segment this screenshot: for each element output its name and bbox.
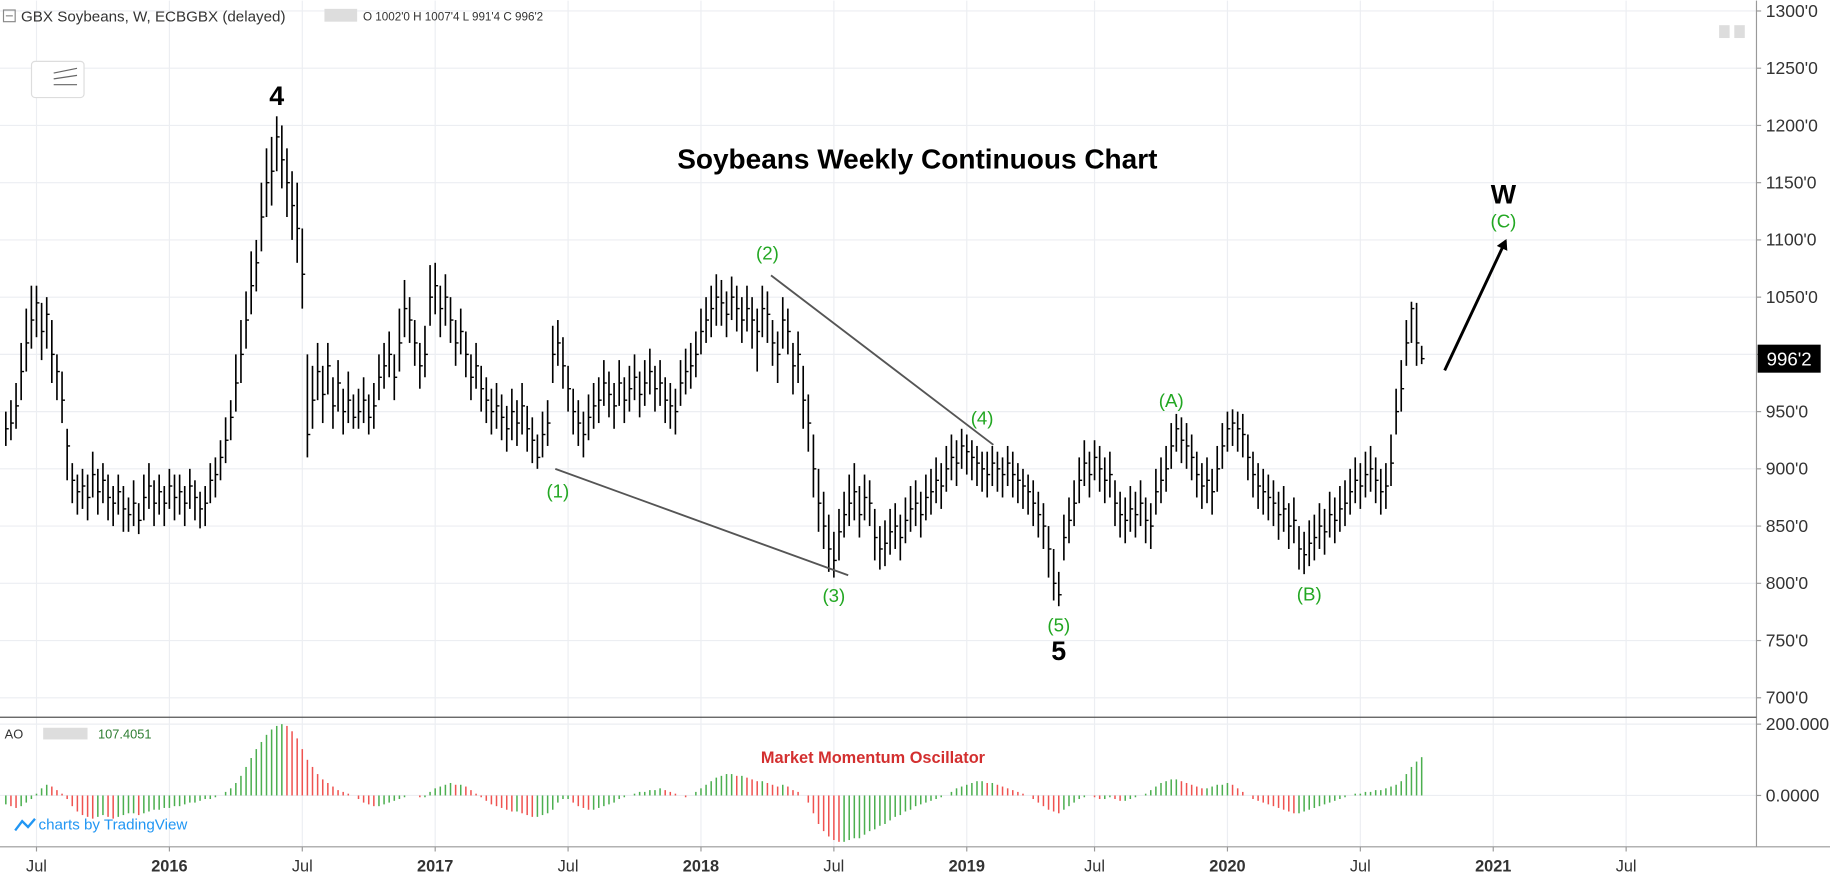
wave-label: (1) [546, 481, 569, 502]
last-price-label: 996'2 [1767, 349, 1812, 370]
collapse-icon[interactable] [2, 9, 16, 23]
oscillator-name: AO [5, 726, 24, 741]
oscillator-title: Market Momentum Oscillator [761, 749, 986, 767]
y-tick-label: 1150'0 [1766, 173, 1817, 193]
y-tick-label: 800'0 [1766, 573, 1809, 593]
credit-logo [14, 818, 36, 832]
y-tick-label: 1050'0 [1766, 287, 1818, 307]
x-tick-label: 2021 [1475, 857, 1511, 875]
symbol-header: GBX Soybeans, W, ECBGBX (delayed) [21, 9, 286, 26]
x-tick-label: 2017 [417, 857, 453, 875]
toolbar-icon [53, 67, 78, 86]
grid [0, 0, 1757, 847]
header-buttons[interactable] [324, 8, 358, 22]
y-tick-label: 850'0 [1766, 516, 1809, 536]
y-tick-label: 1100'0 [1766, 230, 1817, 250]
y-tick-label: 1200'0 [1766, 115, 1818, 135]
x-tick-label: Jul [823, 857, 844, 875]
x-tick-label: 2018 [683, 857, 719, 875]
drawing-toolbar[interactable] [30, 60, 85, 99]
credit[interactable]: charts by TradingView [39, 816, 188, 833]
x-tick-label: Jul [558, 857, 579, 875]
x-tick-label: 2019 [949, 857, 985, 875]
projection-arrow [1443, 238, 1508, 372]
x-tick-label: 2016 [151, 857, 187, 875]
y-tick-label: 750'0 [1766, 630, 1809, 650]
y-tick-label: 700'0 [1766, 688, 1809, 708]
wave-label: (2) [756, 243, 779, 264]
wave-label: (C) [1491, 210, 1517, 231]
wave-label: 5 [1051, 636, 1066, 666]
y-tick-label: 1250'0 [1766, 58, 1818, 78]
scroll-button[interactable] [1734, 25, 1745, 39]
last-price-badge [1757, 344, 1821, 373]
x-tick-label: Jul [26, 857, 47, 875]
osc-tick-label: 0.0000 [1766, 785, 1820, 805]
wave-label: (B) [1297, 584, 1322, 605]
x-tick-label: Jul [1084, 857, 1105, 875]
y-tick-label: 1300'0 [1766, 1, 1818, 21]
wave-label: (A) [1159, 390, 1184, 411]
trend-line [770, 274, 994, 446]
y-tick-label: 950'0 [1766, 401, 1809, 421]
ohlc-header: O 1002'0 H 1007'4 L 991'4 C 996'2 [363, 11, 543, 24]
x-tick-label: Jul [1616, 857, 1637, 875]
oscillator-buttons[interactable] [43, 727, 88, 740]
wave-label: 4 [269, 81, 284, 111]
trend-line [554, 467, 849, 577]
x-tick-label: Jul [292, 857, 313, 875]
marks [5, 116, 1425, 842]
wave-label: (4) [971, 407, 994, 428]
scroll-button[interactable] [1719, 25, 1730, 39]
wave-label: (3) [822, 585, 845, 606]
wave-label: (5) [1047, 615, 1070, 636]
chart-title: Soybeans Weekly Continuous Chart [677, 144, 1157, 175]
osc-tick-label: 200.000 [1766, 714, 1830, 734]
wave-label: W [1491, 179, 1517, 209]
x-tick-label: Jul [1350, 857, 1371, 875]
x-tick-label: 2020 [1209, 857, 1245, 875]
y-tick-label: 900'0 [1766, 459, 1809, 479]
oscillator-value: 107.4051 [98, 726, 152, 741]
